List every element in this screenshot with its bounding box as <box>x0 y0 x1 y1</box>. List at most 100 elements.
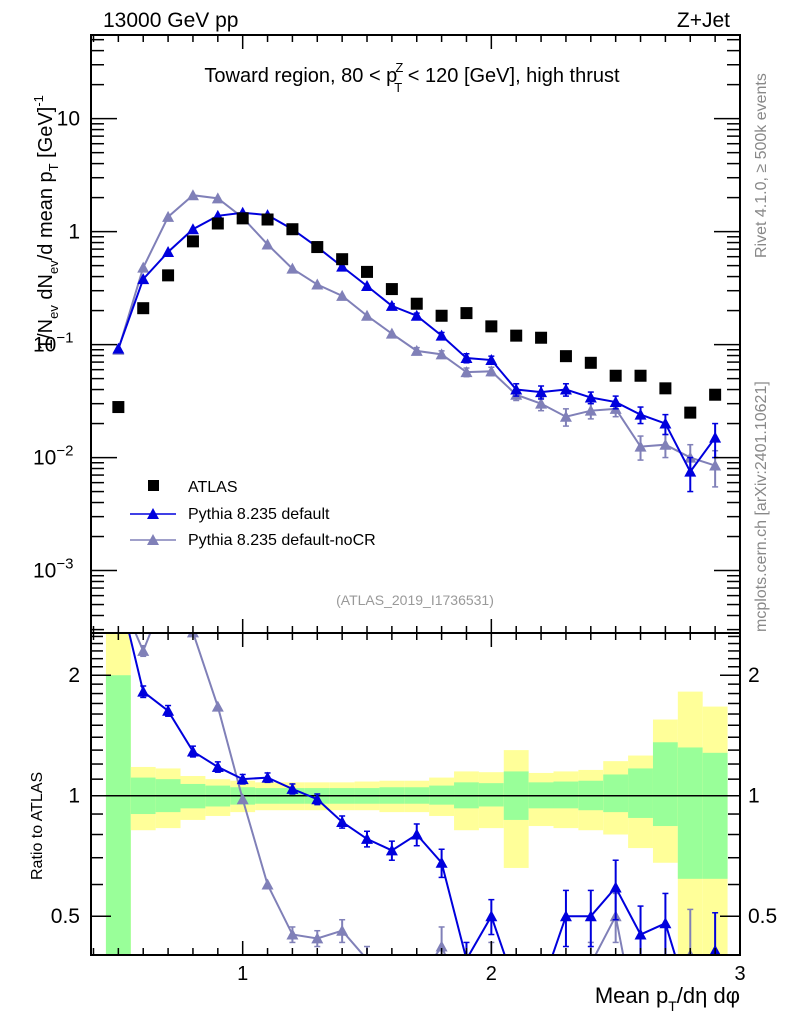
series-line-default <box>117 211 716 474</box>
x-axis-label: Mean pT/dη dφ <box>595 983 740 1014</box>
analysis-id-annotation: (ATLAS_2019_I1736531) <box>336 592 494 608</box>
data-point-default <box>336 260 349 272</box>
ratio-point-default <box>410 828 423 840</box>
data-point-default <box>137 273 150 285</box>
ratio-point-default <box>584 910 597 922</box>
ratio-point-default <box>659 917 672 929</box>
y-tick-label: 1 <box>68 221 80 244</box>
main-title: Toward region, 80 < pZ T < 120 [GeV], hig… <box>204 60 620 95</box>
ratio-point-nocr <box>162 582 174 593</box>
ratio-point-nocr <box>311 932 324 944</box>
data-point-nocr <box>385 327 398 339</box>
data-point-default <box>385 299 398 311</box>
data-point-default <box>584 391 597 403</box>
data-point-atlas <box>559 350 572 363</box>
ratio-point-nocr <box>236 793 249 805</box>
data-point-nocr <box>709 459 722 471</box>
main-plot-series <box>112 189 722 493</box>
y-tick-label: 10−3 <box>33 556 73 583</box>
ratio-point-default <box>361 832 374 844</box>
data-point-atlas <box>709 388 722 401</box>
data-point-nocr <box>286 262 299 274</box>
data-point-nocr <box>186 189 199 201</box>
band-inner-bin <box>553 781 579 809</box>
data-point-atlas <box>336 253 349 266</box>
ratio-point-default <box>336 815 349 827</box>
data-point-nocr <box>634 440 647 452</box>
data-point-atlas <box>684 406 697 419</box>
data-point-default <box>410 309 423 321</box>
axes: 1 2 3 10 1 10−1 10−2 10−3 0.5 0.5 1 1 2 2 <box>33 34 777 985</box>
y-tick-label: 10−1 <box>33 330 73 357</box>
band-inner-bin <box>478 783 504 807</box>
data-point-nocr <box>361 309 374 321</box>
data-point-atlas <box>510 329 523 342</box>
data-point-default <box>112 342 125 354</box>
data-point-default <box>709 431 722 443</box>
ratio-point-nocr <box>261 878 274 890</box>
data-point-atlas <box>137 302 150 315</box>
data-point-atlas <box>609 369 622 382</box>
x-tick-label: 3 <box>734 963 745 985</box>
main-y-axis-label: 1/Nev dNev/d mean pT [GeV]-1 <box>31 95 61 350</box>
data-point-nocr <box>261 238 274 250</box>
ratio-y-tick-label-right: 0.5 <box>748 905 777 928</box>
data-point-atlas <box>311 241 324 254</box>
data-point-atlas <box>236 212 249 225</box>
ratio-point-default <box>236 773 249 785</box>
data-point-default <box>361 280 374 292</box>
data-point-default <box>684 465 697 477</box>
ratio-point-default <box>535 982 547 993</box>
ratio-y-tick-label-right: 1 <box>748 785 760 808</box>
legend-label-nocr: Pythia 8.235 default-noCR <box>188 532 376 549</box>
ratio-point-nocr <box>560 1005 572 1016</box>
ratio-point-nocr <box>460 999 472 1010</box>
ratio-point-default <box>286 782 299 794</box>
data-point-atlas <box>286 223 299 236</box>
ratio-point-nocr <box>585 958 597 969</box>
ratio-point-nocr <box>386 972 398 983</box>
data-point-atlas <box>385 283 398 296</box>
band-inner-bin <box>677 747 703 879</box>
data-point-default <box>435 329 448 341</box>
data-point-nocr <box>311 278 324 290</box>
legend: ATLAS Pythia 8.235 default Pythia 8.235 … <box>130 479 376 549</box>
data-point-atlas <box>211 217 224 230</box>
data-point-default <box>460 352 473 364</box>
band-inner-bin <box>105 675 131 955</box>
data-point-atlas <box>485 320 498 333</box>
data-point-nocr <box>410 344 423 356</box>
ratio-point-nocr <box>435 940 448 952</box>
ratio-point-nocr <box>510 999 522 1010</box>
ratio-point-default <box>435 856 448 868</box>
ratio-point-default <box>559 910 572 922</box>
data-point-default <box>659 417 672 429</box>
y-tick-label: 10−2 <box>33 443 73 470</box>
band-inner-bin <box>603 774 629 813</box>
data-point-nocr <box>485 365 498 377</box>
ratio-point-default <box>311 793 324 805</box>
data-point-atlas <box>261 213 274 226</box>
ratio-point-default <box>609 881 622 893</box>
data-point-atlas <box>410 297 423 310</box>
legend-marker-default <box>147 508 159 519</box>
ratio-point-nocr <box>112 588 124 599</box>
data-point-atlas <box>634 369 647 382</box>
mcplots-label: mcplots.cern.ch [arXiv:2401.10621] <box>753 381 770 632</box>
legend-label-default: Pythia 8.235 default <box>188 506 330 523</box>
data-point-nocr <box>211 192 224 204</box>
y-tick-label: 10 <box>57 108 80 131</box>
data-point-default <box>162 246 175 258</box>
process-label: Z+Jet <box>677 9 730 32</box>
ratio-point-default <box>137 685 150 697</box>
data-point-nocr <box>535 397 548 409</box>
ratio-point-default <box>162 704 175 716</box>
ratio-point-nocr <box>286 928 299 940</box>
band-inner-bin <box>702 752 728 879</box>
data-point-atlas <box>584 356 597 369</box>
data-point-default <box>186 223 199 235</box>
ratio-point-default <box>385 844 398 856</box>
ratio-point-default <box>211 760 224 772</box>
data-point-nocr <box>559 410 572 422</box>
